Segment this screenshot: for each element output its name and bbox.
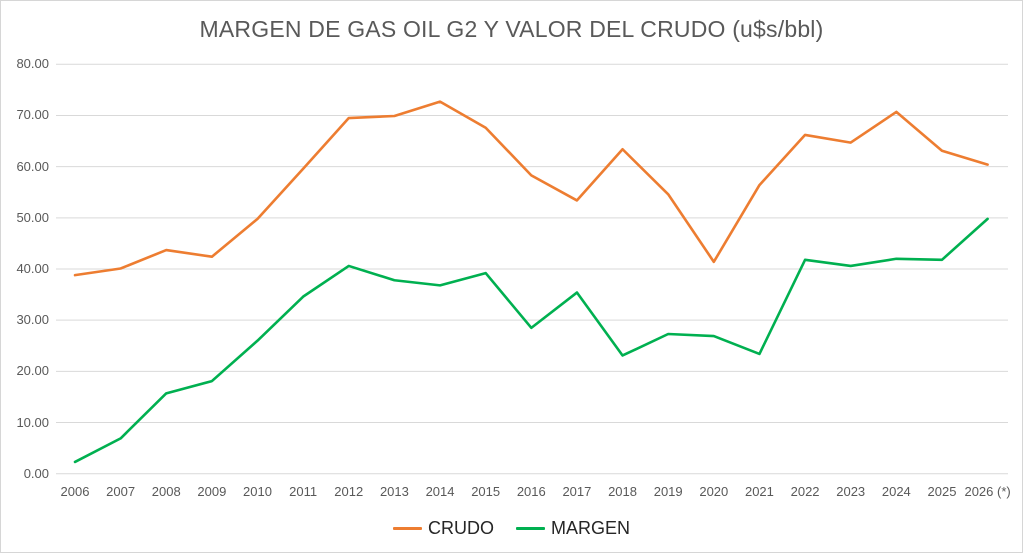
x-axis-tick-label: 2018	[608, 484, 637, 499]
x-axis-tick-label: 2024	[881, 484, 911, 499]
y-axis-tick-label: 10.00	[16, 414, 49, 430]
y-axis-tick-label: 40.00	[16, 261, 49, 276]
legend-line-swatch	[515, 527, 545, 530]
legend-label: MARGEN	[550, 518, 630, 538]
y-axis-tick-label: 70.00	[16, 107, 49, 123]
legend-item-margen: MARGEN	[515, 518, 630, 539]
x-axis-tick-label: 2025	[927, 484, 957, 499]
y-axis-tick-label: 0.00	[23, 465, 49, 481]
x-axis-tick-label: 2013	[379, 484, 409, 499]
x-axis-tick-label: 2021	[744, 484, 774, 499]
y-axis-tick-label: 80.00	[16, 56, 49, 72]
legend-label: CRUDO	[427, 518, 494, 538]
x-axis-tick-label: 2006	[60, 484, 90, 499]
y-axis-tick-label: 30.00	[16, 312, 49, 328]
x-axis-tick-label: 2022	[790, 484, 820, 499]
y-axis-tick-label: 50.00	[16, 209, 49, 225]
chart-title: MARGEN DE GAS OIL G2 Y VALOR DEL CRUDO (…	[199, 16, 824, 42]
legend-line-swatch	[392, 527, 422, 530]
x-axis-tick-label: 2020	[699, 484, 729, 499]
x-axis-tick-label: 2023	[836, 484, 866, 499]
x-axis-tick-label: 2026 (*)	[964, 484, 1011, 499]
x-axis-tick-label: 2017	[562, 484, 592, 499]
x-axis-tick-label: 2019	[653, 484, 683, 499]
series-line-crudo	[73, 100, 989, 277]
x-axis-tick-label: 2011	[289, 484, 318, 499]
x-axis-tick-label: 2015	[471, 484, 501, 499]
legend: CRUDO MARGEN	[1, 518, 1022, 539]
x-axis-tick-label: 2007	[106, 484, 136, 499]
y-axis-tick-label: 20.00	[16, 363, 49, 379]
x-axis-tick-label: 2014	[425, 484, 455, 499]
legend-item-crudo: CRUDO	[392, 518, 494, 539]
series-line-margen	[73, 217, 989, 464]
x-axis-tick-label: 2008	[151, 484, 181, 499]
x-axis-tick-label: 2012	[334, 484, 364, 499]
x-axis-tick-label: 2009	[197, 484, 227, 499]
x-axis-tick-label: 2016	[516, 484, 546, 499]
x-axis-tick-label: 2010	[243, 484, 272, 499]
y-axis-tick-label: 60.00	[16, 158, 49, 174]
